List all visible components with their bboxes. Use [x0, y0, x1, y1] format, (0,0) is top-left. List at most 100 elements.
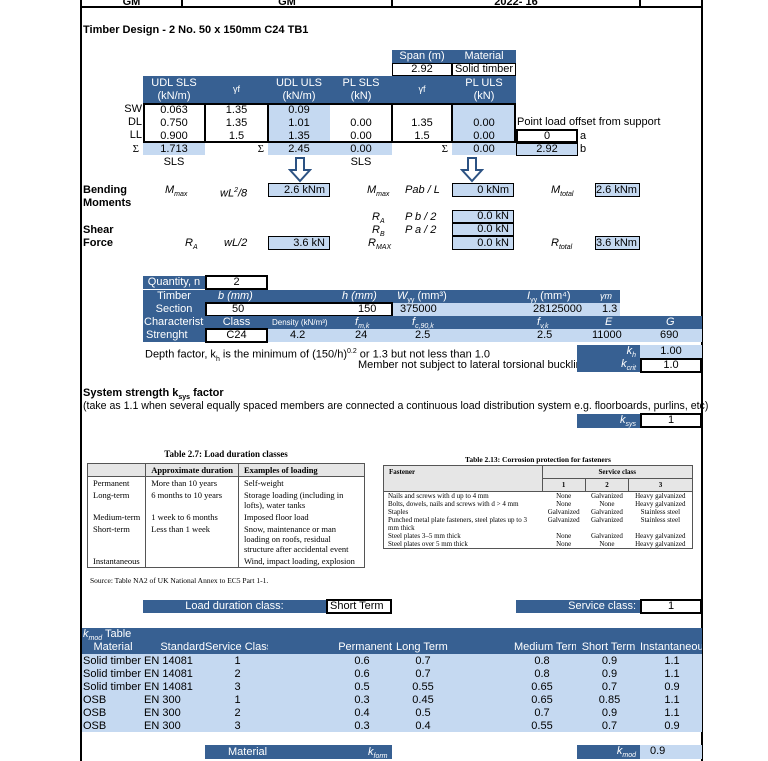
ll-pl-sls[interactable]: 0.00	[350, 130, 372, 142]
table-header	[87, 463, 147, 477]
r-sub: B	[379, 231, 385, 239]
formula-sup: 2	[234, 187, 238, 194]
ll-udl-uls: 1.35	[288, 130, 310, 142]
dl-pl-gamma[interactable]: 1.35	[411, 117, 433, 129]
ksys-input[interactable]: 1	[640, 413, 702, 428]
i-sub: yy	[530, 297, 538, 305]
kmod-cell: 0.65	[531, 681, 553, 693]
offset-a-input[interactable]: 0	[516, 129, 578, 143]
table-header-row: Approximate duration Examples of loading	[87, 463, 365, 477]
dl-pl-sls[interactable]: 0.00	[350, 117, 372, 129]
sw-gamma[interactable]: 1.35	[225, 104, 248, 116]
kh-label: kh	[577, 345, 640, 359]
table-row: Punched metal plate fasteners, steel pla…	[384, 516, 693, 532]
k-symbol: k	[616, 745, 623, 757]
table-2-7-title: Table 2.7: Load duration classes	[164, 449, 288, 459]
table-cell: Snow, maintenance or man loading on roof…	[238, 523, 365, 555]
ra-symbol: RA	[372, 211, 385, 228]
fc90k-value: 2.5	[415, 329, 431, 341]
table-cell: None	[599, 500, 615, 508]
r-symbol: R	[372, 211, 380, 223]
table-cell: Galvanized	[591, 492, 623, 500]
kform-label: kform	[368, 746, 388, 761]
row-label-dl: DL	[127, 116, 142, 128]
section-props-fill	[393, 303, 620, 316]
ll-gamma[interactable]: 1.5	[228, 130, 245, 142]
span-value[interactable]: 2.92	[392, 63, 452, 76]
dl-udl-sls[interactable]: 0.750	[160, 117, 188, 129]
material-value[interactable]: Solid timber	[452, 63, 516, 76]
rb-symbol: RB	[372, 224, 385, 241]
kmod-cell: 0.45	[412, 694, 434, 706]
table-cell: Medium-term	[87, 511, 147, 523]
table-row: Steel plates 3–5 mm thick None Galvanized H…	[384, 532, 693, 540]
header-cell-1[interactable]: GM	[80, 0, 183, 8]
table-cell: None	[556, 540, 572, 548]
table-row: Nails and screws with d up to 4 mm None Ga…	[384, 492, 693, 501]
kcrit-input[interactable]: 1.0	[640, 358, 702, 373]
header-cell-4[interactable]	[639, 0, 703, 8]
kmod-cell: 0.55	[531, 720, 553, 732]
kmod-header: Material	[93, 641, 133, 653]
formula-wl2-8: wL2/8	[220, 184, 247, 201]
sum-udl-uls: 2.45	[268, 143, 330, 155]
m-max-symbol-2: Mmax	[367, 184, 389, 201]
ll-udl-sls[interactable]: 0.900	[160, 130, 188, 142]
r-sub: A	[192, 244, 198, 252]
load-duration-select[interactable]: Short Term	[326, 599, 392, 614]
sheet-frame	[80, 0, 703, 761]
m-max-symbol: Mmax	[165, 184, 187, 201]
table-cell: Less than 1 week	[145, 523, 239, 555]
formula-part: /8	[237, 187, 248, 200]
r-symbol: R	[368, 237, 376, 249]
table-cell: 1 week to 6 months	[145, 511, 239, 523]
quantity-input[interactable]: 2	[205, 275, 268, 290]
kmod-cell: 0.7	[415, 655, 431, 667]
table-cell: Galvanized	[591, 516, 623, 524]
a-label: a	[580, 130, 587, 142]
table-row: Instantaneous Wind, impact loading, explo…	[87, 555, 365, 568]
table-row: Long-term 6 months to 10 years Storage loa…	[87, 489, 365, 511]
header-cell-2[interactable]: GM	[181, 0, 393, 8]
dl-gamma[interactable]: 1.35	[225, 117, 248, 129]
header-cell-3[interactable]: 2022- 16	[391, 0, 641, 8]
sigma-symbol: Σ	[441, 143, 448, 155]
m-sub: total	[560, 191, 574, 199]
udl-sls-header: UDL SLS (kN/m)	[143, 77, 205, 103]
sw-udl-sls[interactable]: 0.063	[160, 104, 188, 116]
m-max-pl-value: 0 kNm	[452, 183, 514, 197]
w-symbol: W	[397, 290, 408, 302]
sum-pl-sls: 0.00	[330, 143, 392, 155]
b-input[interactable]: 50	[232, 303, 245, 315]
load-duration-label: Load duration class:	[143, 600, 326, 613]
h-input[interactable]: 150	[358, 303, 377, 315]
kmod-cell: 2	[234, 707, 241, 719]
title-part: factor	[190, 387, 224, 399]
kmod-cell: Solid timber	[83, 681, 142, 693]
kmod-cell: 1.1	[664, 694, 680, 706]
quantity-label: Quantity, n	[143, 276, 205, 289]
pl-uls-header-label: PL ULS	[465, 77, 503, 89]
service-class-input[interactable]: 1	[640, 599, 702, 614]
kmod-cell: 3	[234, 681, 241, 693]
kmod-cell: Solid timber	[83, 668, 142, 680]
kmod-cell: 0.55	[412, 681, 434, 693]
title-part: System strength k	[83, 387, 179, 399]
ksys-label: ksys	[577, 414, 640, 428]
table-header: 1	[541, 478, 586, 492]
sls-label: SLS	[350, 156, 372, 168]
udl-sls-header-unit: (kN/m)	[157, 90, 191, 102]
ll-pl-gamma[interactable]: 1.5	[414, 130, 430, 142]
m-sub: max	[376, 191, 390, 199]
table-cell: Steel plates 3–5 mm thick	[388, 532, 461, 540]
class-input[interactable]: C24	[205, 328, 268, 343]
r-symbol: R	[372, 224, 380, 236]
bending-label: Bending	[83, 184, 127, 196]
kmod-cell: 0.4	[354, 707, 370, 719]
f-symbol: f	[355, 316, 359, 328]
table-cell: Bolts, dowels, nails and screws with d >…	[388, 500, 519, 508]
sum-pl-uls: 0.00	[452, 143, 516, 155]
table-2-7-source: Source: Table NA2 of UK National Annex t…	[90, 576, 269, 585]
formula-pb-2: P b / 2	[405, 211, 437, 223]
